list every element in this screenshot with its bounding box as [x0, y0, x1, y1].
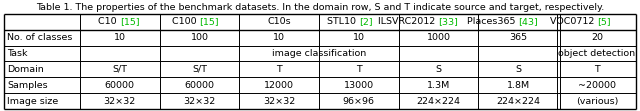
Text: Places365: Places365 [467, 17, 518, 26]
Text: T: T [356, 65, 362, 74]
Text: 13000: 13000 [344, 81, 374, 90]
Text: [15]: [15] [200, 17, 219, 26]
Text: 32×32: 32×32 [104, 97, 136, 106]
Text: 224×224: 224×224 [417, 97, 461, 106]
Text: 100: 100 [191, 33, 209, 42]
Text: 96×96: 96×96 [343, 97, 375, 106]
Text: 32×32: 32×32 [184, 97, 216, 106]
Text: 1000: 1000 [426, 33, 451, 42]
Text: No. of classes: No. of classes [7, 33, 72, 42]
Text: STL10: STL10 [327, 17, 359, 26]
Text: C10s: C10s [268, 17, 291, 26]
Text: T: T [594, 65, 600, 74]
Text: S: S [515, 65, 521, 74]
Text: 20: 20 [591, 33, 603, 42]
Text: 10: 10 [114, 33, 126, 42]
Text: 1.3M: 1.3M [427, 81, 450, 90]
Text: [15]: [15] [120, 17, 140, 26]
Text: 1.8M: 1.8M [507, 81, 530, 90]
Text: S: S [435, 65, 442, 74]
Text: 60000: 60000 [184, 81, 214, 90]
Text: ILSVRC2012: ILSVRC2012 [378, 17, 438, 26]
Text: T: T [276, 65, 282, 74]
Text: VOC0712: VOC0712 [550, 17, 597, 26]
Text: C10: C10 [98, 17, 120, 26]
Text: (various): (various) [576, 97, 618, 106]
Text: image classification: image classification [272, 49, 366, 58]
Text: S/T: S/T [192, 65, 207, 74]
Text: 365: 365 [509, 33, 527, 42]
Text: Task: Task [7, 49, 28, 58]
Text: object detection: object detection [559, 49, 636, 58]
Text: 10: 10 [273, 33, 285, 42]
Text: 12000: 12000 [264, 81, 294, 90]
Text: 60000: 60000 [105, 81, 135, 90]
Text: [43]: [43] [518, 17, 538, 26]
Text: Domain: Domain [7, 65, 44, 74]
Text: 10: 10 [353, 33, 365, 42]
Text: [2]: [2] [359, 17, 372, 26]
Text: Table 1. The properties of the benchmark datasets. In the domain row, S and T in: Table 1. The properties of the benchmark… [36, 3, 604, 12]
Text: [5]: [5] [597, 17, 611, 26]
Text: S/T: S/T [113, 65, 127, 74]
Text: [33]: [33] [438, 17, 458, 26]
Text: 224×224: 224×224 [496, 97, 540, 106]
Text: Samples: Samples [7, 81, 47, 90]
Text: Image size: Image size [7, 97, 58, 106]
Text: 32×32: 32×32 [263, 97, 295, 106]
Text: C100: C100 [172, 17, 200, 26]
Text: ~20000: ~20000 [578, 81, 616, 90]
